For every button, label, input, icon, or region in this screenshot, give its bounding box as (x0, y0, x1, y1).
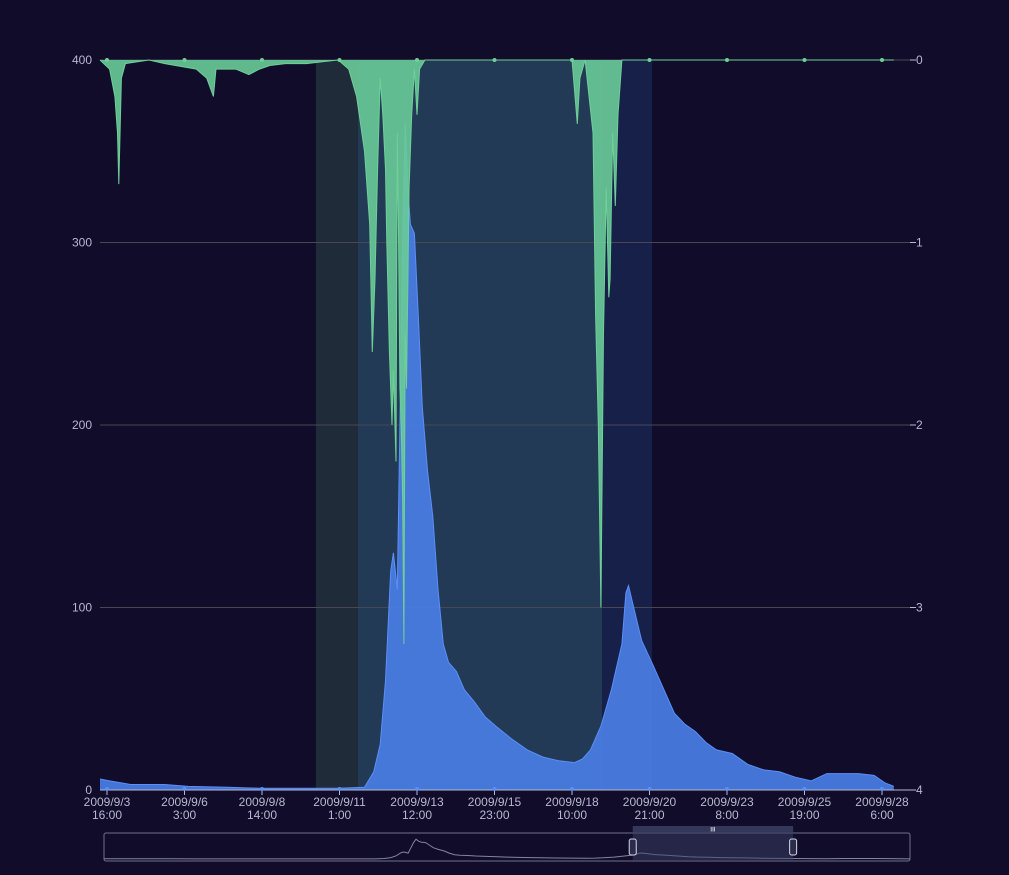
y-left-tick-label: 0 (85, 783, 92, 797)
slider-grip-icon: III (710, 828, 715, 834)
flow-symbol (725, 787, 729, 791)
flow-symbol (260, 787, 264, 791)
x-tick-date-label: 2009/9/18 (545, 795, 599, 809)
rainfall-series[interactable] (99, 59, 894, 645)
flow-symbol (182, 787, 187, 791)
x-tick-time-label: 14:00 (247, 808, 277, 822)
x-tick-date-label: 2009/9/25 (778, 795, 832, 809)
rainfall-symbol (802, 58, 807, 62)
x-tick-date-label: 2009/9/11 (313, 795, 366, 809)
flow-symbol (570, 787, 574, 791)
x-tick-time-label: 16:00 (92, 808, 122, 822)
y-axis-right: 0 1 2 3 4 (910, 53, 923, 797)
y-right-tick-label: 0 (916, 53, 923, 67)
flow-symbol (492, 787, 497, 791)
flow-symbol (105, 787, 109, 791)
x-tick-date-label: 2009/9/6 (161, 795, 208, 809)
x-tick-time-label: 21:00 (634, 808, 664, 822)
slider-frame (103, 832, 911, 862)
x-tick-time-label: 8:00 (715, 808, 739, 822)
rainfall-symbol (492, 58, 497, 62)
rainfall-symbol (570, 58, 574, 62)
flow-symbol (880, 787, 884, 791)
rainfall-symbol (725, 58, 729, 62)
flow-line (99, 121, 894, 789)
rainfall-symbol (880, 58, 884, 62)
x-tick-time-label: 6:00 (870, 808, 894, 822)
x-tick-time-label: 1:00 (328, 808, 352, 822)
x-tick-date-label: 2009/9/13 (390, 795, 444, 809)
rainfall-symbol (337, 58, 342, 62)
y-right-tick-label: 1 (916, 236, 923, 250)
x-tick-time-label: 12:00 (402, 808, 432, 822)
flow-symbol (337, 787, 342, 791)
flow-series[interactable] (99, 121, 894, 790)
y-axis-left: 0 100 200 300 400 (72, 53, 92, 797)
y-right-tick-label: 3 (916, 601, 923, 615)
y-left-tick-label: 400 (72, 53, 92, 67)
y-left-tick-label: 200 (72, 418, 92, 432)
rainfall-symbol (182, 58, 187, 62)
x-tick-time-label: 3:00 (173, 808, 197, 822)
rainfall-symbol (647, 58, 652, 62)
slider-selection[interactable] (632, 833, 794, 861)
flow-symbol (415, 787, 419, 791)
y-left-tick-label: 100 (72, 601, 92, 615)
slider-move-handle[interactable] (632, 826, 794, 833)
y-right-tick-label: 4 (916, 783, 923, 797)
x-tick-date-label: 2009/9/15 (468, 795, 522, 809)
data-zoom-slider[interactable]: III (103, 826, 911, 862)
rainfall-symbol (105, 58, 109, 62)
rainfall-symbol (415, 58, 419, 62)
flow-symbol (802, 787, 807, 791)
x-tick-time-label: 10:00 (557, 808, 587, 822)
x-tick-date-label: 2009/9/8 (239, 795, 286, 809)
x-tick-date-label: 2009/9/3 (84, 795, 131, 809)
slider-right-handle[interactable] (789, 838, 798, 856)
x-axis: 2009/9/316:00 2009/9/63:00 2009/9/814:00 20… (84, 58, 910, 822)
x-tick-time-label: 19:00 (789, 808, 819, 822)
y-right-tick-label: 2 (916, 418, 923, 432)
x-tick-date-label: 2009/9/20 (623, 795, 677, 809)
slider-left-handle[interactable] (628, 838, 637, 856)
x-tick-time-label: 23:00 (479, 808, 509, 822)
rainfall-line (99, 59, 894, 645)
x-tick-date-label: 2009/9/23 (700, 795, 754, 809)
flow-symbol (647, 787, 652, 791)
y-left-tick-label: 300 (72, 236, 92, 250)
x-tick-date-label: 2009/9/28 (855, 795, 909, 809)
rainfall-symbol (260, 58, 264, 62)
